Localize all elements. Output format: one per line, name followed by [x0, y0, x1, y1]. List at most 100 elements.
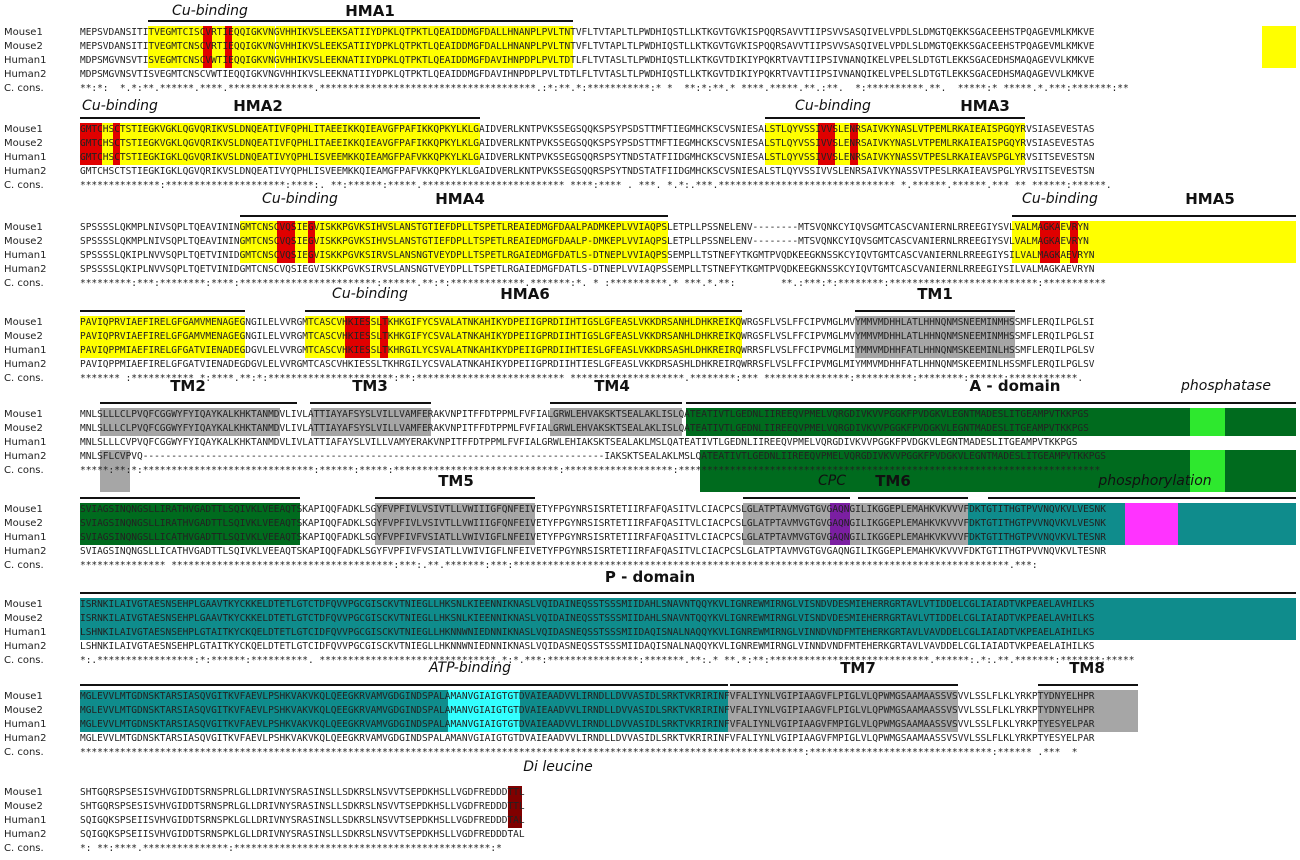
species-label: Human1 — [4, 627, 47, 638]
residue-highlight — [728, 690, 958, 732]
consensus-label: C. cons. — [4, 278, 44, 289]
sequence-row: MGLEVVLMTGDNSKTARSIASQVGITKVFAEVLPSHKVAK… — [80, 705, 1095, 716]
residue-highlight — [1038, 690, 1138, 732]
species-label: Mouse1 — [4, 691, 43, 702]
domain-label: A - domain — [969, 377, 1061, 395]
residue-highlight — [80, 598, 1296, 640]
domain-label: HMA3 — [960, 97, 1010, 115]
domain-bar — [80, 684, 728, 686]
species-label: Mouse1 — [4, 27, 43, 38]
sequence-row: MDPSMGVNSVTISVEGMTCNSCVWTIEQQIGKVNGVHHIK… — [80, 69, 1095, 80]
sequence-row: GMTCHSCTSTIEGKIGKLQGVQRIKVSLDNQEATIVYQPH… — [80, 166, 1095, 177]
domain-bar — [730, 684, 958, 686]
domain-bar — [148, 20, 573, 22]
residue-highlight — [850, 123, 858, 165]
consensus-label: C. cons. — [4, 655, 44, 666]
alignment-block: P - domain Mouse1 ISRNKILAIVGTAESNSEHPLGAA… — [0, 568, 1300, 672]
domain-label: HMA2 — [233, 97, 283, 115]
sequence-row: SHTGQRSPSESISVHVGIDDTSRNSPRLGLLDRIVNYSRA… — [80, 787, 525, 798]
domain-label: Cu-binding — [82, 98, 158, 114]
sequence-row: LSHNKILAIVGTAESNSEHPLGTAITKYCKQELDTETLGT… — [80, 627, 1095, 638]
residue-highlight — [1040, 221, 1060, 263]
alignment-block: TM5 CPC TM6 phosphorylation Mouse1 SVIAGSINQN… — [0, 472, 1300, 577]
residue-highlight — [100, 450, 130, 492]
domain-bar — [743, 497, 850, 499]
domain-label: phosphorylation — [1098, 473, 1212, 489]
consensus-label: C. cons. — [4, 560, 44, 571]
domain-label: P - domain — [604, 568, 696, 586]
species-label: Mouse1 — [4, 599, 43, 610]
species-label: Mouse2 — [4, 423, 43, 434]
domain-bar — [988, 497, 1296, 499]
domain-label: TM6 — [875, 472, 911, 490]
domain-bar — [305, 310, 742, 312]
sequence-row: MGLEVVLMTGDNSKTARSIASQVGITKVFAEVLPSHKVAK… — [80, 719, 1095, 730]
residue-highlight — [850, 503, 968, 545]
residue-highlight — [818, 123, 835, 165]
sequence-row: MNLSLLLCLPVQFCGGWYFYIQAYKALKHKTANMDVLIVL… — [80, 409, 1089, 420]
residue-highlight — [1070, 221, 1078, 263]
sequence-row: SVIAGSINQNGSLLICATHVGADTTLSQIVKLVEEAQTSK… — [80, 546, 1106, 557]
species-label: Mouse2 — [4, 331, 43, 342]
domain-bar — [550, 402, 682, 404]
species-label: Mouse1 — [4, 317, 43, 328]
alignment-block: Cu-binding HMA6 TM1 Mouse1 PAVIQPRVIAEFIRELG… — [0, 285, 1300, 390]
domain-label: Cu-binding — [1022, 191, 1098, 207]
species-label: Mouse1 — [4, 409, 43, 420]
residue-highlight — [311, 408, 431, 436]
sequence-row: MGLEVVLMTGDNSKTARSIASQVGITKVFAEVLPSHKVAK… — [80, 691, 1095, 702]
residue-highlight — [1225, 408, 1296, 436]
residue-highlight — [113, 123, 120, 165]
consensus-line: *: **:****.***************:*************… — [80, 843, 502, 854]
domain-label: CPC — [818, 473, 846, 489]
species-label: Mouse2 — [4, 138, 43, 149]
domain-label: TM5 — [438, 472, 474, 490]
domain-label: HMA4 — [435, 190, 485, 208]
domain-label: TM3 — [352, 377, 388, 395]
domain-bar — [858, 497, 968, 499]
sequence-row: PAVIQPPMIAEFIRELGFGATVIENADEGDGVLELVVRGM… — [80, 359, 1095, 370]
species-label: Human2 — [4, 451, 47, 462]
residue-highlight — [1125, 503, 1178, 545]
species-label: Human2 — [4, 641, 47, 652]
domain-label: TM2 — [170, 377, 206, 395]
species-label: Human1 — [4, 152, 47, 163]
domain-label: TM7 — [840, 659, 876, 677]
sequence-row: LSHNKILAIVGTAESNSEHPLGTAITKYCKQELDTETLGT… — [80, 641, 1095, 652]
alignment-block: Cu-binding HMA1 Mouse1 MEPSVDANSITITVEGMTCI… — [0, 0, 1300, 100]
domain-label: phosphatase — [1181, 378, 1271, 394]
domain-bar — [855, 310, 1015, 312]
consensus-label: C. cons. — [4, 373, 44, 384]
sequence-row: SQIGQKSPSEIISVHVGIDDTSRNSPKLGLLDRIVNYSRA… — [80, 815, 525, 826]
species-label: Human1 — [4, 345, 47, 356]
species-label: Human2 — [4, 69, 47, 80]
residue-highlight — [830, 503, 850, 545]
consensus-line: *************** ************************… — [80, 560, 1038, 571]
sequence-row: PAVIQPRVIAEFIRELGFGAMVMENAGEGNGILELVVRGM… — [80, 317, 1095, 328]
sequence-row: SQIGQKSPSEIISVHVGIDDTSRNSPKLGLLDRIVNYSRA… — [80, 829, 525, 840]
residue-highlight — [203, 26, 212, 68]
consensus-line: *:.*****************:*:******:**********… — [80, 655, 1135, 666]
species-label: Mouse2 — [4, 801, 43, 812]
species-label: Human2 — [4, 359, 47, 370]
species-label: Mouse1 — [4, 124, 43, 135]
consensus-label: C. cons. — [4, 83, 44, 94]
residue-highlight — [80, 123, 480, 165]
species-label: Human2 — [4, 829, 47, 840]
domain-label: Cu-binding — [172, 3, 248, 19]
sequence-row: SVIAGSINQNGSLLIRATHVGADTTLSQIVKLVEEAQTSK… — [80, 504, 1106, 515]
consensus-line: **:*: *.*:**.******.****.***************… — [80, 83, 1129, 94]
sequence-row: SVIAGSINQNGSLLIRATHVGADTTLSQIVKLVEEAQTSK… — [80, 518, 1106, 529]
residue-highlight — [308, 221, 315, 263]
domain-label: Di leucine — [523, 759, 593, 775]
sequence-row: MNLSLLLCVPVQFCGGWYFYIQAYKALKHKTANMDVLIVL… — [80, 437, 1078, 448]
residue-highlight — [1190, 408, 1225, 436]
species-label: Mouse2 — [4, 613, 43, 624]
domain-bar — [1012, 215, 1296, 217]
residue-highlight — [277, 221, 295, 263]
sequence-row: MEPSVDANSITITVEGMTCNSCVRTIEQQIGKVNGVHHIK… — [80, 41, 1095, 52]
residue-highlight — [80, 503, 300, 545]
domain-bar — [686, 402, 1296, 404]
sequence-row: SPSSSSLQKMPLNIVSQPLTQEAVININGMTCNSCVQSIE… — [80, 236, 1089, 247]
